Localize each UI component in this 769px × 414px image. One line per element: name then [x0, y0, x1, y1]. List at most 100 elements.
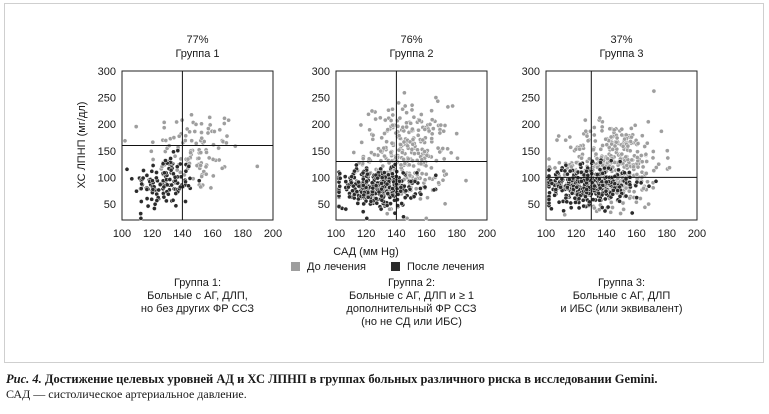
group-description-line: дополнительный ФР ССЗ: [346, 303, 477, 315]
point-before: [378, 148, 384, 154]
point-after: [141, 168, 146, 173]
point-before: [387, 206, 392, 212]
point-before: [203, 164, 209, 170]
point-before: [422, 177, 428, 183]
point-before: [641, 186, 646, 191]
x-tick-label: 140: [173, 228, 191, 240]
point-after: [165, 191, 171, 197]
point-after: [546, 167, 552, 173]
point-after: [401, 214, 406, 220]
point-after: [602, 208, 608, 214]
point-before: [629, 134, 634, 140]
point-before: [409, 107, 415, 113]
point-before: [411, 163, 416, 169]
point-after: [547, 190, 552, 196]
point-before: [577, 146, 583, 152]
point-before: [359, 140, 365, 145]
point-after: [183, 179, 188, 185]
point-before: [626, 188, 632, 194]
point-after: [368, 198, 374, 204]
point-before: [442, 123, 448, 128]
data-points: [122, 112, 260, 221]
point-before: [176, 133, 182, 139]
point-after: [604, 179, 609, 185]
point-after: [552, 192, 557, 198]
point-before: [664, 148, 670, 154]
point-after: [606, 165, 611, 171]
point-before: [199, 121, 204, 127]
point-after: [164, 198, 169, 204]
point-before: [385, 127, 391, 132]
point-after: [150, 178, 155, 184]
point-after: [164, 182, 170, 188]
point-before: [436, 180, 441, 186]
scatter-panel-1: 77% Группа 1 50 100 150 200 250 300 100 120 140 160…: [98, 34, 283, 315]
y-tick-label: 200: [312, 119, 330, 131]
y-tick-label: 300: [312, 66, 330, 78]
point-after: [177, 161, 183, 167]
point-after: [414, 170, 420, 176]
x-axis-label: САД (мм Hg): [333, 246, 398, 258]
point-before: [624, 163, 630, 168]
point-before: [388, 149, 394, 155]
point-before: [150, 157, 156, 162]
figure-panel: 77% Группа 1 50 100 150 200 250 300 100 120 140 160…: [4, 3, 764, 363]
point-before: [567, 134, 573, 140]
point-after: [602, 165, 607, 171]
point-before: [397, 115, 403, 121]
point-after: [356, 179, 361, 185]
point-before: [407, 172, 413, 178]
point-before: [232, 143, 238, 149]
point-before: [640, 164, 646, 170]
point-before: [435, 98, 441, 104]
y-axis-label: ХС ЛПНП (мг/дл): [76, 102, 88, 189]
point-after: [568, 205, 574, 211]
point-before: [423, 163, 429, 169]
point-after: [145, 203, 151, 209]
point-after: [603, 188, 609, 194]
point-after: [349, 174, 355, 180]
point-before: [425, 195, 430, 201]
point-after: [354, 189, 360, 194]
legend-swatch-before: [291, 262, 300, 271]
point-after: [183, 168, 189, 174]
point-after: [152, 201, 158, 207]
point-after: [408, 179, 414, 184]
point-before: [433, 95, 439, 100]
point-after: [337, 175, 343, 181]
x-tick-label: 200: [688, 228, 706, 240]
point-before: [412, 151, 417, 156]
point-before: [599, 128, 605, 134]
point-after: [565, 171, 570, 177]
point-before: [665, 155, 671, 161]
point-after: [173, 203, 179, 209]
y-tick-label: 250: [522, 93, 540, 105]
point-after: [124, 166, 130, 172]
point-before: [644, 159, 650, 164]
point-before: [390, 122, 396, 128]
point-after: [580, 197, 586, 203]
point-after: [346, 184, 351, 190]
point-before: [622, 136, 627, 142]
point-after: [138, 216, 144, 221]
point-before: [396, 133, 402, 139]
point-before: [161, 120, 167, 125]
point-before: [429, 131, 435, 137]
point-before: [382, 153, 387, 159]
point-before: [623, 185, 629, 191]
point-after: [156, 187, 162, 193]
point-before: [445, 104, 451, 110]
caption-text: Достижение целевых уровней АД и ХС ЛПНП …: [44, 372, 658, 386]
legend: До лечения После лечения: [291, 261, 484, 273]
point-after: [573, 200, 578, 205]
point-after: [549, 206, 554, 212]
point-after: [187, 176, 193, 181]
point-before: [653, 165, 659, 170]
point-after: [360, 182, 366, 188]
point-before: [384, 211, 390, 217]
point-before: [226, 117, 231, 123]
point-after: [360, 176, 366, 182]
point-before: [416, 127, 421, 133]
point-after: [418, 186, 423, 191]
point-before: [434, 158, 439, 163]
